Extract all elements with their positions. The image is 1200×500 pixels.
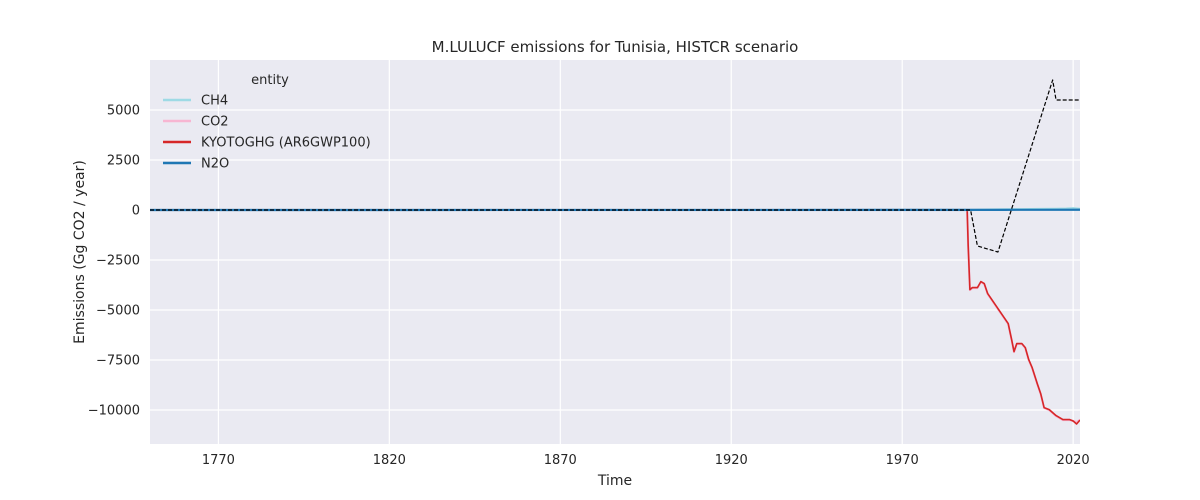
legend-entry-label: CH4 — [201, 94, 228, 109]
x-tick-labels: 1770 1820 1870 1920 1970 2020 — [202, 453, 1090, 468]
plot-background — [150, 60, 1080, 444]
legend-entry-label: CO2 — [201, 115, 229, 130]
x-tick-label: 1920 — [715, 453, 748, 468]
x-tick-label: 1970 — [886, 453, 919, 468]
x-tick-label: 1770 — [202, 453, 235, 468]
legend: entity CH4 CO2 KYOTOGHG (AR6GWP100) N2O — [163, 73, 371, 172]
series-line-kyotoghg-ar6gwp100 — [150, 209, 1080, 425]
x-tick-label: 1820 — [373, 453, 406, 468]
y-axis-label: Emissions (Gg CO2 / year) — [72, 160, 88, 344]
legend-entry-label: KYOTOGHG (AR6GWP100) — [201, 136, 371, 151]
reference-dashed-line — [150, 79, 1080, 253]
x-axis-label: Time — [597, 473, 632, 489]
chart-title: M.LULUCF emissions for Tunisia, HISTCR s… — [432, 38, 799, 56]
y-tick-label: −2500 — [96, 254, 140, 269]
y-tick-label: −7500 — [96, 354, 140, 369]
legend-title: entity — [251, 73, 289, 88]
y-tick-labels: 5000 2500 0 −2500 −5000 −7500 −10000 — [88, 104, 140, 419]
x-tick-label: 2020 — [1057, 453, 1090, 468]
y-tick-label: 0 — [132, 204, 140, 219]
x-tick-label: 1870 — [544, 453, 577, 468]
y-tick-label: −10000 — [88, 404, 140, 419]
y-tick-label: 5000 — [107, 104, 140, 119]
legend-entry-label: N2O — [201, 157, 229, 172]
series-layer — [150, 79, 1080, 425]
y-tick-label: 2500 — [107, 154, 140, 169]
y-tick-label: −5000 — [96, 304, 140, 319]
